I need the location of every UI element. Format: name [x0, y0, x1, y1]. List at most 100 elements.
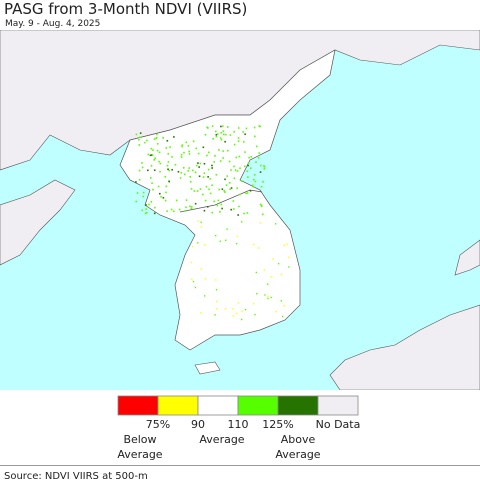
speck: [247, 162, 250, 164]
speck: [255, 271, 258, 274]
speck: [218, 149, 220, 151]
speck: [251, 184, 254, 187]
speck: [153, 159, 155, 161]
speck: [242, 131, 244, 133]
speck: [174, 163, 177, 166]
speck: [206, 154, 208, 157]
speck: [244, 151, 246, 153]
source: Source: NDVI VIIRS at 500-m: [4, 471, 148, 482]
speck: [230, 169, 232, 171]
speck: [177, 170, 180, 173]
speck: [229, 134, 232, 136]
speck: [216, 308, 218, 310]
speck: [147, 153, 150, 156]
speck: [229, 188, 231, 191]
speck: [164, 175, 167, 178]
speck: [167, 153, 170, 155]
legend-category: Above Average: [275, 433, 321, 461]
speck: [191, 278, 193, 280]
speck: [228, 160, 231, 163]
speck: [198, 175, 201, 178]
speck: [145, 211, 148, 214]
speck: [286, 243, 288, 245]
speck: [181, 144, 184, 146]
speck: [215, 135, 218, 138]
speck: [194, 171, 197, 174]
speck: [237, 140, 240, 142]
speck: [228, 182, 231, 184]
speck: [219, 160, 222, 162]
speck: [237, 137, 240, 139]
speck: [275, 310, 277, 313]
speck: [236, 235, 238, 237]
japan-land: [329, 304, 480, 390]
jeju: [194, 361, 221, 375]
speck: [202, 193, 204, 196]
speck: [138, 144, 141, 146]
speck: [259, 125, 261, 128]
speck: [222, 130, 225, 132]
speck: [216, 133, 219, 135]
speck: [185, 199, 188, 201]
speck: [185, 206, 187, 209]
speck: [152, 188, 154, 191]
speck: [166, 164, 169, 167]
speck: [145, 208, 147, 210]
speck: [206, 206, 209, 208]
speck: [185, 141, 188, 144]
speck: [244, 308, 247, 311]
speck: [200, 268, 202, 270]
speck: [190, 188, 193, 190]
speck: [277, 262, 280, 265]
speck: [214, 314, 216, 316]
speck: [195, 164, 198, 167]
speck: [194, 286, 197, 289]
speck: [158, 151, 161, 154]
speck: [188, 167, 190, 169]
speck: [260, 185, 263, 188]
speck: [222, 133, 225, 136]
speck: [142, 191, 145, 194]
speck: [226, 175, 229, 177]
speck: [180, 171, 183, 174]
speck: [232, 308, 234, 310]
speck: [239, 193, 241, 196]
speck: [188, 150, 191, 153]
speck: [150, 201, 153, 203]
speck: [150, 147, 153, 150]
speck: [207, 176, 209, 178]
speck: [168, 180, 170, 183]
speck: [211, 125, 214, 127]
speck: [172, 210, 175, 213]
speck: [243, 165, 246, 168]
speck: [155, 133, 158, 136]
speck: [200, 312, 202, 314]
vegetation: [135, 125, 290, 321]
speck: [143, 141, 146, 144]
speck: [153, 169, 156, 172]
speck: [197, 242, 199, 244]
speck: [159, 192, 161, 195]
speck: [165, 185, 168, 188]
speck: [209, 192, 212, 195]
speck: [252, 178, 255, 181]
speck: [144, 212, 147, 215]
japan-north: [454, 239, 480, 276]
speck: [259, 164, 262, 167]
speck: [287, 256, 290, 259]
legend-swatch: [277, 395, 319, 416]
speck: [197, 220, 199, 222]
speck: [272, 258, 274, 260]
speck: [208, 188, 210, 191]
speck: [259, 203, 262, 206]
speck: [204, 199, 207, 202]
speck: [204, 278, 207, 280]
speck: [135, 181, 137, 183]
speck: [225, 239, 227, 242]
speck: [245, 192, 247, 195]
speck: [181, 145, 183, 148]
speck: [178, 208, 181, 211]
speck: [247, 164, 249, 167]
speck: [192, 280, 195, 283]
speck: [197, 152, 200, 155]
